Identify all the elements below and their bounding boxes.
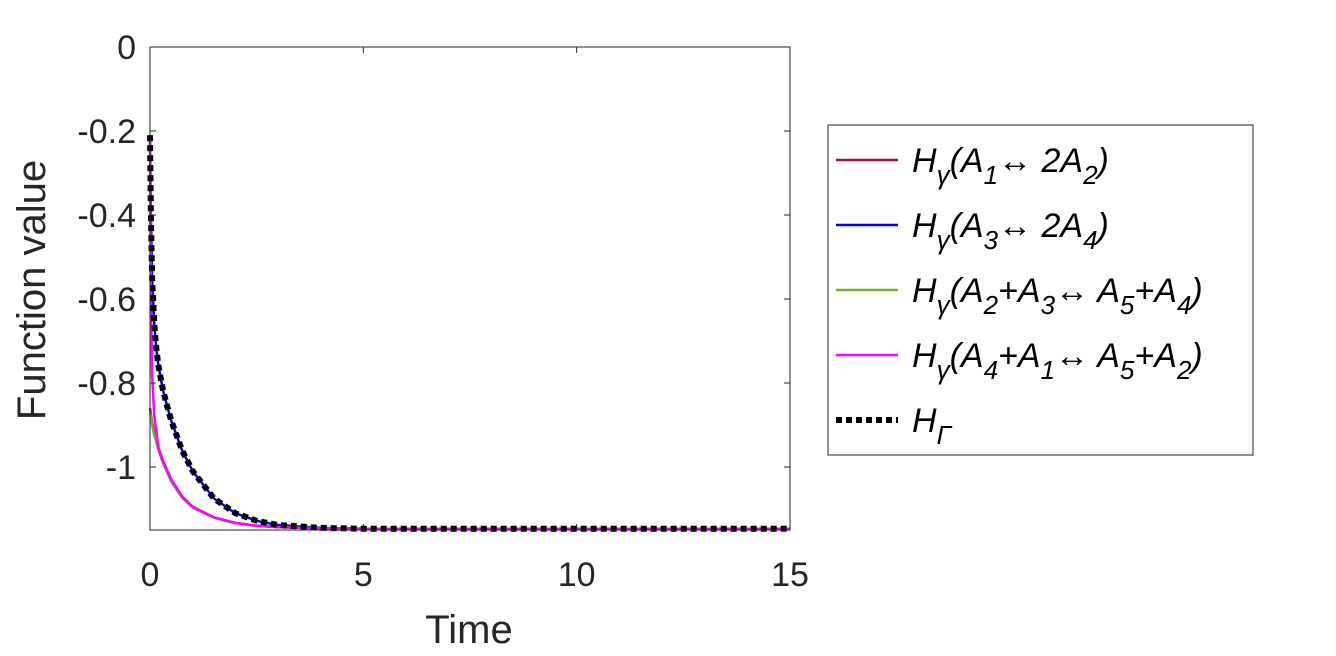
y-tick-label: -0.2 [77, 113, 136, 151]
series-line-4 [148, 135, 790, 530]
legend-label-5: HΓ [912, 402, 953, 450]
plot-area [150, 47, 790, 530]
legend-label-4: Hγ(A4+A1↔ A5+A2) [912, 337, 1203, 385]
x-tick-label: 10 [558, 556, 596, 594]
legend-label-3: Hγ(A2+A3↔ A5+A4) [912, 272, 1203, 320]
legend-label-1: Hγ(A1↔ 2A2) [912, 142, 1109, 190]
y-tick-label: -0.6 [77, 281, 136, 319]
series-layer [147, 135, 790, 532]
legend-box [827, 124, 1254, 456]
legend-label-2: Hγ(A3↔ 2A4) [912, 207, 1109, 255]
y-tick-label: 0 [117, 29, 136, 67]
plot-background [150, 47, 790, 530]
x-tick-label: 0 [141, 556, 160, 594]
y-tick-label: -1 [106, 449, 136, 487]
series-line-5 [147, 135, 790, 532]
y-tick-label: -0.8 [77, 365, 136, 403]
legend: Hγ(A1↔ 2A2) Hγ(A3↔ 2A4) Hγ(A2+A3↔ A5+A4) Hγ… [827, 124, 1254, 456]
y-tick-label: -0.4 [77, 197, 136, 235]
y-axis-label: Function value [10, 160, 54, 420]
x-axis-label: Time [425, 608, 512, 652]
x-tick-label: 15 [771, 556, 809, 594]
axes-layer: 0 5 10 15 0 -0.2 -0.4 -0.6 -0.8 -1 [77, 29, 809, 594]
axes-box [149, 46, 791, 531]
x-tick-label: 5 [354, 556, 373, 594]
